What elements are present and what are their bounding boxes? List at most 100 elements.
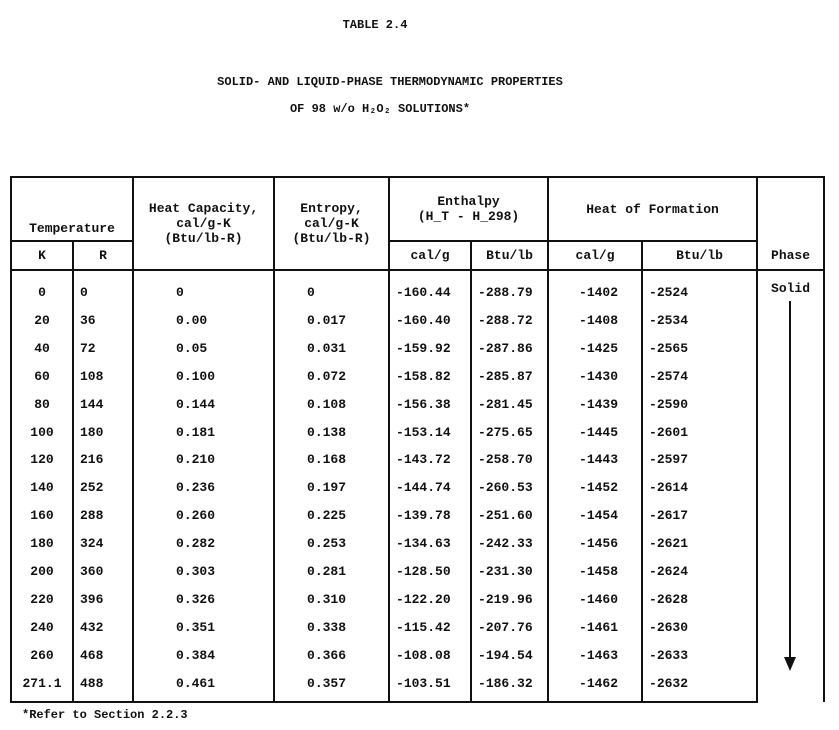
cell-temp-r: 396 bbox=[71, 585, 135, 614]
table-subtitle-line1: SOLID- AND LIQUID-PHASE THERMODYNAMIC PR… bbox=[217, 75, 563, 89]
cell-formation-btu-lb: -2534 bbox=[641, 306, 759, 335]
cell-heat-capacity: 0.05 bbox=[132, 334, 276, 363]
header-enthalpy-cal-g: cal/g bbox=[388, 240, 473, 271]
cell-formation-cal-g: -1425 bbox=[547, 334, 644, 363]
cell-entropy: 0.310 bbox=[273, 585, 391, 614]
cell-formation-btu-lb: -2632 bbox=[641, 669, 759, 703]
cell-enthalpy-cal-g: -134.63 bbox=[388, 530, 473, 559]
cell-heat-capacity: 0.181 bbox=[132, 418, 276, 447]
cell-enthalpy-cal-g: -160.44 bbox=[388, 270, 473, 307]
header-enthalpy-btu-lb: Btu/lb bbox=[470, 240, 550, 271]
cell-formation-cal-g: -1443 bbox=[547, 446, 644, 475]
cell-temp-k: 100 bbox=[10, 418, 74, 447]
table-row: 240 432 0.351 0.338 -115.42 -207.76 -1461 -2630 bbox=[10, 613, 824, 642]
cell-formation-cal-g: -1402 bbox=[547, 270, 644, 307]
table-row: 200 360 0.303 0.281 -128.50 -231.30 -1458 -2624 bbox=[10, 558, 824, 586]
cell-enthalpy-cal-g: -122.20 bbox=[388, 585, 473, 614]
cell-enthalpy-cal-g: -153.14 bbox=[388, 418, 473, 447]
cell-entropy: 0 bbox=[273, 270, 391, 307]
cell-enthalpy-btu-lb: -258.70 bbox=[470, 446, 550, 475]
table-row: 20 36 0.00 0.017 -160.40 -288.72 -1408 -2534 bbox=[10, 306, 824, 335]
cell-formation-btu-lb: -2597 bbox=[641, 446, 759, 475]
cell-enthalpy-cal-g: -143.72 bbox=[388, 446, 473, 475]
cell-enthalpy-btu-lb: -275.65 bbox=[470, 418, 550, 447]
header-enthalpy-label: Enthalpy bbox=[437, 194, 500, 209]
header-heat-capacity-unit2: (Btu/lb-R) bbox=[164, 231, 243, 246]
header-heat-capacity-label: Heat Capacity, bbox=[148, 201, 259, 216]
cell-formation-cal-g: -1439 bbox=[547, 390, 644, 419]
cell-temp-k: 180 bbox=[10, 530, 74, 559]
cell-temp-r: 468 bbox=[71, 641, 135, 670]
cell-formation-cal-g: -1445 bbox=[547, 418, 644, 447]
phase-label: Solid bbox=[771, 281, 811, 296]
cell-heat-capacity: 0.260 bbox=[132, 502, 276, 531]
cell-temp-r: 72 bbox=[71, 334, 135, 363]
cell-temp-k: 60 bbox=[10, 362, 74, 391]
cell-temp-r: 432 bbox=[71, 613, 135, 642]
cell-formation-btu-lb: -2621 bbox=[641, 530, 759, 559]
cell-temp-k: 200 bbox=[10, 558, 74, 586]
cell-entropy: 0.197 bbox=[273, 474, 391, 503]
cell-enthalpy-cal-g: -128.50 bbox=[388, 558, 473, 586]
cell-heat-capacity: 0.326 bbox=[132, 585, 276, 614]
cell-enthalpy-cal-g: -108.08 bbox=[388, 641, 473, 670]
cell-formation-cal-g: -1456 bbox=[547, 530, 644, 559]
cell-enthalpy-btu-lb: -288.72 bbox=[470, 306, 550, 335]
cell-entropy: 0.072 bbox=[273, 362, 391, 391]
header-enthalpy-sub: (H_T - H_298) bbox=[417, 209, 520, 224]
header-entropy-unit1: cal/g-K bbox=[304, 216, 359, 231]
cell-temp-r: 360 bbox=[71, 558, 135, 586]
cell-enthalpy-cal-g: -160.40 bbox=[388, 306, 473, 335]
cell-formation-cal-g: -1458 bbox=[547, 558, 644, 586]
cell-entropy: 0.225 bbox=[273, 502, 391, 531]
cell-enthalpy-btu-lb: -285.87 bbox=[470, 362, 550, 391]
table-row: 0 0 0 0 -160.44 -288.79 -1402 -2524 Solid bbox=[10, 270, 826, 702]
cell-formation-btu-lb: -2624 bbox=[641, 558, 759, 586]
cell-temp-r: 216 bbox=[71, 446, 135, 475]
cell-formation-cal-g: -1454 bbox=[547, 502, 644, 531]
table-row: 260 468 0.384 0.366 -108.08 -194.54 -1463 -2633 bbox=[10, 641, 824, 670]
header-formation-btu-lb: Btu/lb bbox=[641, 240, 759, 271]
header-r: R bbox=[71, 240, 135, 271]
cell-enthalpy-cal-g: -156.38 bbox=[388, 390, 473, 419]
header-entropy: Entropy, cal/g-K (Btu/lb-R) bbox=[273, 176, 391, 271]
header-enthalpy: Enthalpy (H_T - H_298) bbox=[388, 176, 550, 242]
cell-heat-capacity: 0.282 bbox=[132, 530, 276, 559]
cell-formation-btu-lb: -2601 bbox=[641, 418, 759, 447]
cell-entropy: 0.338 bbox=[273, 613, 391, 642]
cell-formation-cal-g: -1430 bbox=[547, 362, 644, 391]
cell-enthalpy-cal-g: -158.82 bbox=[388, 362, 473, 391]
header-temperature: Temperature bbox=[9, 176, 135, 242]
cell-enthalpy-btu-lb: -281.45 bbox=[470, 390, 550, 419]
cell-temp-k: 160 bbox=[10, 502, 74, 531]
header-heat-capacity: Heat Capacity, cal/g-K (Btu/lb-R) bbox=[132, 176, 276, 271]
cell-formation-cal-g: -1462 bbox=[547, 669, 644, 703]
cell-enthalpy-btu-lb: -194.54 bbox=[470, 641, 550, 670]
phase-cell: Solid bbox=[756, 270, 826, 702]
cell-temp-r: 144 bbox=[71, 390, 135, 419]
cell-formation-cal-g: -1463 bbox=[547, 641, 644, 670]
cell-entropy: 0.168 bbox=[273, 446, 391, 475]
cell-formation-btu-lb: -2574 bbox=[641, 362, 759, 391]
cell-heat-capacity: 0.236 bbox=[132, 474, 276, 503]
cell-enthalpy-btu-lb: -288.79 bbox=[470, 270, 550, 307]
cell-temp-k: 220 bbox=[10, 585, 74, 614]
table-row: 180 324 0.282 0.253 -134.63 -242.33 -1456 -2621 bbox=[10, 530, 824, 559]
table-row: 80 144 0.144 0.108 -156.38 -281.45 -1439 -2590 bbox=[10, 390, 824, 419]
header-heat-capacity-unit1: cal/g-K bbox=[176, 216, 231, 231]
cell-temp-k: 120 bbox=[10, 446, 74, 475]
cell-temp-k: 260 bbox=[10, 641, 74, 670]
cell-entropy: 0.366 bbox=[273, 641, 391, 670]
cell-formation-btu-lb: -2565 bbox=[641, 334, 759, 363]
cell-temp-r: 36 bbox=[71, 306, 135, 335]
cell-heat-capacity: 0.144 bbox=[132, 390, 276, 419]
thermodynamic-properties-table: Temperature Heat Capacity, cal/g-K (Btu/… bbox=[9, 176, 826, 703]
cell-temp-r: 288 bbox=[71, 502, 135, 531]
cell-formation-btu-lb: -2590 bbox=[641, 390, 759, 419]
cell-formation-cal-g: -1460 bbox=[547, 585, 644, 614]
cell-temp-r: 488 bbox=[71, 669, 135, 703]
cell-entropy: 0.031 bbox=[273, 334, 391, 363]
cell-formation-btu-lb: -2630 bbox=[641, 613, 759, 642]
cell-temp-r: 108 bbox=[71, 362, 135, 391]
header-k: K bbox=[10, 240, 74, 271]
